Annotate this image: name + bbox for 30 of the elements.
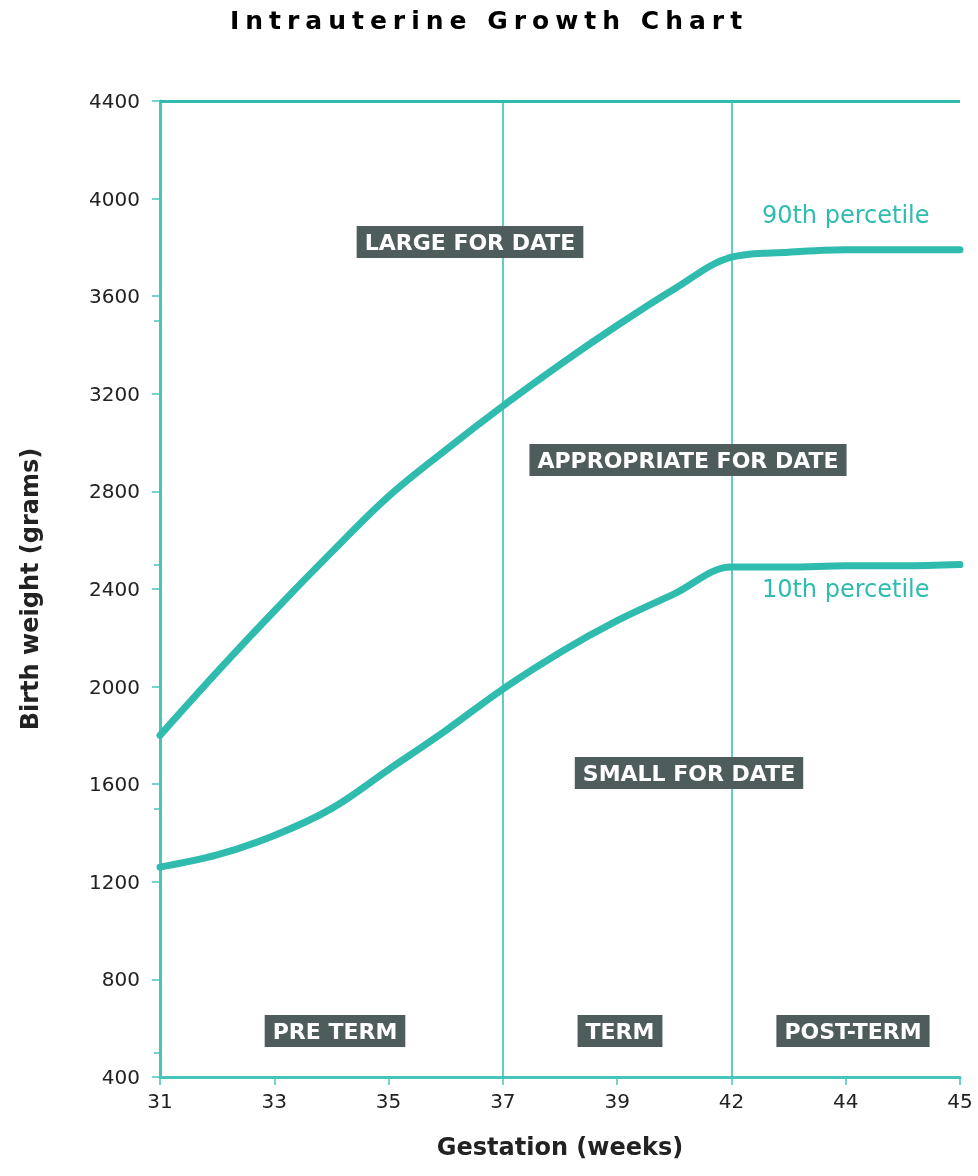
y-tick-label: 800 [101,967,140,992]
series-label: 90th percetile [761,200,930,229]
annotation: APPROPRIATE FOR DATE [537,447,839,473]
y-axis-title: Birth weight (grams) [16,447,44,731]
y-tick-label: 2000 [89,674,140,699]
y-tick-label: 4400 [89,89,140,113]
x-axis-title: Gestation (weeks) [436,1133,684,1161]
x-tick-label: 33 [261,1089,288,1113]
annotation: PRE TERM [272,1018,398,1044]
annotation: POST-TERM [784,1018,922,1044]
y-tick-label: 1600 [89,772,140,797]
x-tick-label: 31 [147,1089,173,1113]
series-label: 10th percetile [761,574,930,603]
y-tick-label: 400 [101,1065,140,1089]
y-tick-label: 3600 [89,284,140,309]
x-tick-label: 35 [375,1089,402,1113]
x-tick-label: 45 [947,1089,973,1113]
annotation: TERM [585,1018,655,1044]
y-tick-label: 1200 [89,869,140,894]
x-tick-label: 39 [604,1089,630,1113]
x-tick-label: 37 [490,1089,516,1113]
x-tick-label: 44 [832,1089,859,1113]
y-tick-label: 4000 [89,186,140,211]
chart-title: Intrauterine Growth Chart [228,6,750,35]
y-tick-label: 2400 [89,577,140,601]
annotation: LARGE FOR DATE [364,229,576,255]
y-tick-label: 2800 [89,479,140,504]
x-tick-label: 42 [718,1089,745,1113]
annotation: SMALL FOR DATE [582,760,796,786]
y-tick-label: 3200 [89,381,140,406]
